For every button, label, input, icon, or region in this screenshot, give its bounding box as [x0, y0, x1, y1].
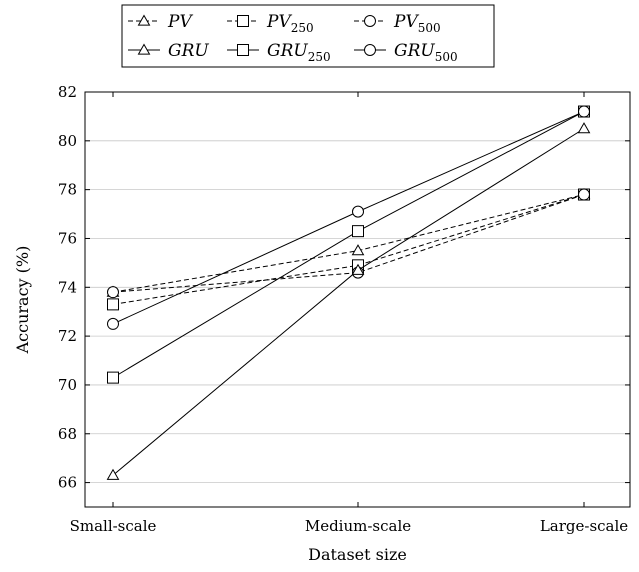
legend-label: PV250 — [266, 12, 314, 35]
data-point-GRU500 — [578, 105, 590, 118]
legend-label: GRU250 — [267, 41, 331, 64]
y-tick-label: 66 — [58, 474, 77, 492]
x-axis-title: Dataset size — [308, 545, 407, 564]
series-line-GRU250 — [112, 111, 585, 379]
y-tick-label: 74 — [58, 278, 77, 296]
series-GRU — [106, 122, 591, 480]
series-GRU250 — [107, 105, 590, 384]
y-axis: 66 68 70 72 74 76 78 80 82 — [58, 83, 630, 492]
legend-item-GRU: GRU — [128, 41, 209, 61]
legend-box — [121, 4, 495, 68]
data-point-GRU — [577, 122, 591, 134]
y-tick-label: 70 — [58, 376, 77, 394]
legend-label: PV — [167, 12, 193, 32]
series-line-PV500 — [112, 194, 585, 293]
x-tick-label: Small-scale — [70, 517, 157, 535]
series-GRU500 — [107, 105, 590, 330]
legend-item-PV: PV — [128, 12, 193, 32]
y-tick-label: 80 — [58, 132, 77, 150]
y-tick-label: 68 — [58, 425, 77, 443]
data-point-GRU500 — [352, 205, 364, 218]
data-point-PV — [351, 244, 365, 256]
legend-marker-triangle — [137, 43, 151, 55]
y-tick-label: 82 — [58, 83, 77, 101]
legend-item-GRU500: GRU500 — [354, 41, 458, 64]
data-point-GRU500 — [107, 317, 119, 330]
legend-item-GRU250: GRU250 — [227, 41, 331, 64]
series-line-PV250 — [112, 194, 585, 305]
legend-label: GRU — [168, 41, 209, 61]
x-tick-label: Medium-scale — [305, 517, 411, 535]
data-point-GRU250 — [107, 371, 119, 384]
legend-label: PV500 — [393, 12, 441, 35]
y-tick-label: 76 — [58, 229, 77, 247]
legend-marker-circle — [364, 44, 376, 56]
legend-marker-square — [237, 44, 249, 56]
data-point-PV500 — [107, 286, 119, 299]
x-axis: Small-scale Medium-scale Large-scale — [70, 92, 628, 535]
series-line-GRU — [112, 128, 585, 476]
series-layer — [106, 105, 591, 480]
legend-item-PV250: PV250 — [227, 12, 314, 35]
y-tick-label: 78 — [58, 181, 77, 199]
data-point-GRU250 — [352, 225, 364, 238]
legend-item-PV500: PV500 — [354, 12, 441, 35]
data-point-GRU — [351, 263, 365, 275]
series-line-GRU500 — [112, 111, 585, 325]
data-point-GRU — [106, 468, 120, 480]
y-tick-label: 72 — [58, 327, 77, 345]
legend: PV PV250 PV500 GRU GRU250 GRU500 — [121, 4, 495, 68]
y-axis-title: Accuracy (%) — [13, 246, 32, 355]
legend-marker-square — [237, 15, 249, 27]
series-PV500 — [107, 188, 590, 299]
data-point-PV500 — [578, 188, 590, 201]
series-PV250 — [107, 188, 590, 311]
series-PV — [106, 188, 591, 297]
legend-marker-triangle — [137, 14, 151, 26]
x-tick-label: Large-scale — [540, 517, 628, 535]
legend-label: GRU500 — [394, 41, 458, 64]
legend-marker-circle — [364, 15, 376, 27]
data-point-PV250 — [107, 298, 119, 311]
